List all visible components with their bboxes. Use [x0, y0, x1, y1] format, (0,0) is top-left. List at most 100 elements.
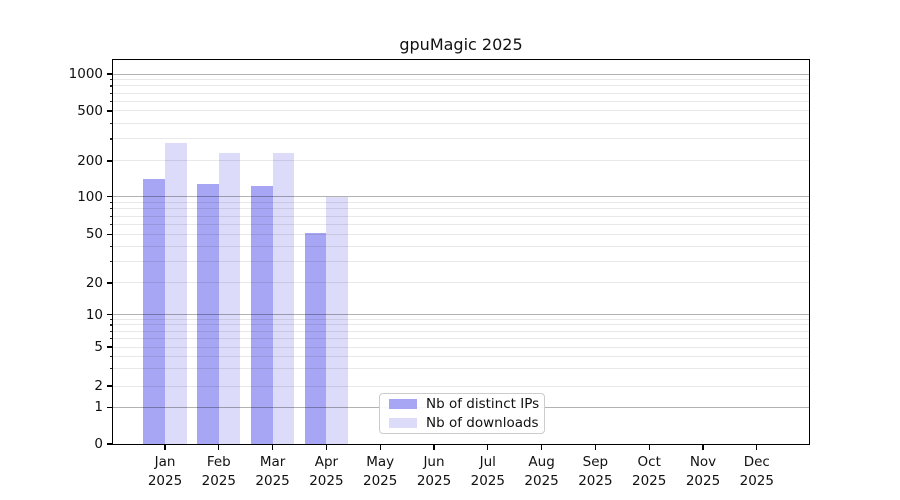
x-tick: [379, 444, 381, 450]
x-tick: [702, 444, 704, 450]
x-tick: [756, 444, 758, 450]
y-tick-label: 0: [94, 436, 103, 452]
minor-gridline: [113, 282, 809, 284]
bar-downloads-mar: [272, 152, 295, 444]
y-minor-tick: [109, 368, 113, 370]
x-tick: [164, 444, 166, 450]
major-gridline: [113, 196, 809, 198]
minor-gridline: [113, 233, 809, 235]
y-tick-label: 10: [85, 306, 103, 323]
x-tick: [433, 444, 435, 450]
x-tick-label: Sep 2025: [578, 454, 613, 489]
minor-gridline: [113, 122, 809, 124]
minor-gridline: [113, 85, 809, 87]
minor-gridline: [113, 324, 809, 326]
y-tick: [106, 73, 113, 75]
y-tick: [106, 385, 113, 387]
y-minor-tick: [109, 201, 113, 204]
x-tick: [594, 444, 596, 450]
minor-gridline: [113, 79, 809, 81]
minor-gridline: [113, 337, 809, 339]
x-tick: [541, 444, 543, 450]
bar-downloads-jan: [165, 142, 187, 444]
minor-gridline: [113, 346, 809, 348]
y-minor-tick: [109, 330, 113, 332]
minor-gridline: [113, 385, 809, 387]
y-tick-label: 1000: [68, 66, 103, 83]
minor-gridline: [113, 201, 809, 203]
minor-gridline: [113, 368, 809, 370]
y-minor-tick: [109, 223, 113, 226]
y-minor-tick: [109, 208, 113, 210]
x-tick-label: Oct 2025: [632, 454, 667, 489]
y-tick: [106, 233, 113, 235]
minor-gridline: [113, 160, 809, 162]
plot-area: [113, 60, 809, 444]
x-tick-label: Jun 2025: [416, 454, 452, 489]
y-tick: [106, 160, 113, 162]
minor-gridline: [113, 330, 809, 332]
y-minor-tick: [109, 356, 113, 358]
x-tick-label: Feb 2025: [201, 454, 236, 489]
bar-distinct-ips-feb: [197, 183, 219, 444]
minor-gridline: [113, 318, 809, 320]
y-minor-tick: [109, 260, 113, 263]
y-tick: [106, 346, 113, 348]
minor-gridline: [113, 223, 809, 225]
y-tick-label: 2: [94, 378, 103, 395]
x-tick-label: May 2025: [363, 454, 398, 489]
y-minor-tick: [109, 79, 113, 81]
legend-swatch-downloads: [389, 418, 417, 428]
y-minor-tick: [109, 337, 113, 340]
y-tick-label: 1: [94, 399, 103, 416]
x-tick-label: Jul 2025: [470, 454, 505, 489]
y-minor-tick: [109, 215, 113, 217]
x-tick: [648, 444, 650, 450]
x-tick-label: Mar 2025: [255, 454, 290, 489]
legend-swatch-distinct-ips: [389, 399, 417, 409]
x-tick: [272, 444, 274, 450]
major-gridline: [113, 314, 809, 315]
y-tick: [106, 443, 113, 445]
bar-distinct-ips-jan: [143, 178, 165, 444]
minor-gridline: [113, 100, 809, 102]
y-tick: [106, 406, 113, 409]
y-tick-label: 100: [77, 188, 103, 205]
x-tick: [487, 444, 489, 450]
y-tick: [106, 110, 113, 112]
y-tick-label: 20: [85, 274, 103, 291]
y-tick: [106, 313, 113, 316]
x-tick-label: Dec 2025: [739, 454, 774, 489]
legend: Nb of distinct IPs Nb of downloads: [379, 393, 545, 434]
x-tick: [218, 444, 220, 450]
y-tick: [106, 282, 113, 284]
y-tick-label: 5: [94, 339, 103, 355]
x-tick: [325, 444, 327, 450]
y-minor-tick: [109, 92, 113, 94]
y-tick-label: 500: [77, 102, 103, 119]
bar-distinct-ips-apr: [304, 233, 327, 444]
x-tick-label: Apr 2025: [309, 454, 344, 489]
minor-gridline: [113, 208, 809, 210]
major-gridline: [113, 73, 809, 75]
y-minor-tick: [109, 324, 113, 326]
minor-gridline: [113, 110, 809, 112]
legend-label-distinct-ips: Nb of distinct IPs: [426, 396, 540, 412]
x-tick-label: Aug 2025: [524, 454, 559, 489]
legend-item-distinct-ips: Nb of distinct IPs: [389, 396, 539, 412]
y-minor-tick: [109, 318, 113, 321]
minor-gridline: [113, 215, 809, 217]
minor-gridline: [113, 356, 809, 357]
bar-distinct-ips-mar: [251, 186, 273, 444]
y-tick-label: 200: [77, 152, 103, 169]
y-minor-tick: [109, 245, 113, 247]
y-minor-tick: [109, 122, 113, 124]
x-tick-label: Nov 2025: [685, 454, 721, 489]
legend-label-downloads: Nb of downloads: [426, 415, 539, 431]
y-minor-tick: [109, 85, 113, 87]
y-minor-tick: [109, 138, 113, 140]
minor-gridline: [113, 138, 809, 140]
minor-gridline: [113, 245, 809, 247]
y-minor-tick: [109, 100, 113, 102]
